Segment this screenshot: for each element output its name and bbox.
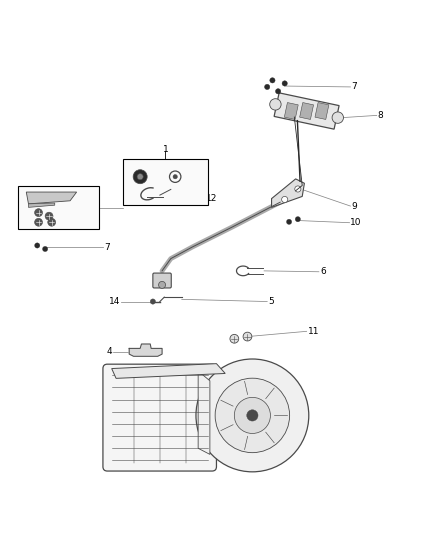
Text: 4: 4 xyxy=(106,348,112,357)
Polygon shape xyxy=(28,203,55,207)
Circle shape xyxy=(137,174,143,180)
Text: 13: 13 xyxy=(59,218,71,227)
Polygon shape xyxy=(129,344,162,356)
Circle shape xyxy=(282,81,287,86)
Polygon shape xyxy=(274,93,339,129)
Circle shape xyxy=(42,246,48,252)
Circle shape xyxy=(276,88,281,94)
Circle shape xyxy=(332,112,343,123)
Circle shape xyxy=(215,378,290,453)
Polygon shape xyxy=(284,102,298,119)
Circle shape xyxy=(35,219,42,226)
Bar xyxy=(123,159,208,205)
Circle shape xyxy=(159,281,166,288)
Circle shape xyxy=(282,197,288,203)
Text: 2: 2 xyxy=(138,160,143,169)
Circle shape xyxy=(270,78,275,83)
Text: 3: 3 xyxy=(173,160,178,169)
Polygon shape xyxy=(272,179,304,207)
Polygon shape xyxy=(315,102,329,119)
Circle shape xyxy=(45,212,53,220)
Text: 11: 11 xyxy=(308,327,319,336)
Text: 6: 6 xyxy=(320,267,326,276)
FancyBboxPatch shape xyxy=(153,273,171,288)
Circle shape xyxy=(265,84,270,90)
Circle shape xyxy=(35,243,40,248)
Polygon shape xyxy=(198,371,210,455)
Circle shape xyxy=(173,174,177,179)
Circle shape xyxy=(243,332,252,341)
Text: 7: 7 xyxy=(104,243,110,252)
Circle shape xyxy=(196,359,309,472)
Text: 5: 5 xyxy=(268,297,274,306)
Bar xyxy=(18,187,99,229)
Polygon shape xyxy=(26,192,77,204)
Circle shape xyxy=(247,410,258,421)
Circle shape xyxy=(230,334,239,343)
Circle shape xyxy=(234,398,270,433)
Text: 14: 14 xyxy=(109,297,120,306)
Text: 8: 8 xyxy=(378,111,383,120)
Text: 1: 1 xyxy=(162,145,168,154)
Circle shape xyxy=(295,186,301,192)
Text: 12: 12 xyxy=(206,194,217,203)
Circle shape xyxy=(286,219,292,224)
Circle shape xyxy=(48,219,56,226)
Circle shape xyxy=(295,216,300,222)
Text: 7: 7 xyxy=(352,83,357,92)
Circle shape xyxy=(270,99,281,110)
Text: 10: 10 xyxy=(350,218,362,227)
Polygon shape xyxy=(300,102,314,119)
FancyBboxPatch shape xyxy=(103,364,216,471)
Circle shape xyxy=(35,209,42,216)
Circle shape xyxy=(150,299,155,304)
Text: 9: 9 xyxy=(352,201,357,211)
Circle shape xyxy=(133,169,147,184)
Polygon shape xyxy=(112,364,225,378)
